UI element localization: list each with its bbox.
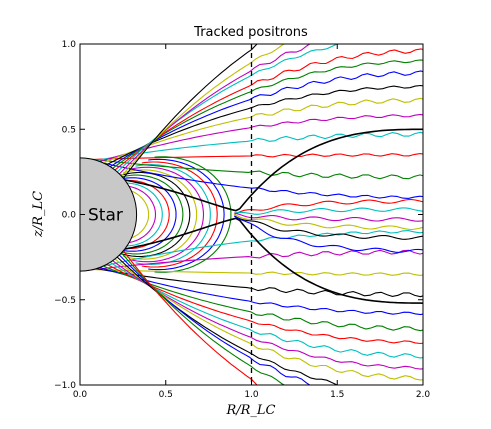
open-field-line bbox=[99, 113, 423, 163]
current-sheet-line bbox=[234, 212, 423, 222]
open-field-line bbox=[120, 44, 286, 177]
x-tick-label: 1.0 bbox=[244, 390, 259, 400]
current-sheet-line bbox=[234, 215, 423, 240]
closed-field-line bbox=[122, 169, 198, 260]
chart-title: Tracked positrons bbox=[193, 25, 308, 40]
open-field-line bbox=[106, 263, 423, 345]
y-tick-label: −0.5 bbox=[54, 296, 76, 306]
x-tick-label: 0.0 bbox=[73, 390, 88, 400]
open-field-line bbox=[122, 250, 259, 385]
open-field-line bbox=[120, 252, 286, 385]
separatrix-line bbox=[124, 217, 423, 304]
current-sheet-line bbox=[234, 213, 423, 231]
open-field-line bbox=[118, 44, 311, 175]
separatrix-line bbox=[124, 128, 423, 212]
star-disc bbox=[80, 157, 138, 272]
closed-field-line bbox=[110, 174, 184, 255]
open-field-line bbox=[99, 266, 423, 316]
open-field-line bbox=[114, 48, 423, 171]
open-field-line bbox=[102, 97, 423, 164]
open-field-line bbox=[102, 265, 423, 332]
open-field-line bbox=[91, 268, 423, 276]
open-field-line bbox=[87, 158, 423, 180]
current-sheet-line bbox=[234, 199, 423, 215]
open-field-line bbox=[118, 254, 311, 385]
open-field-line bbox=[122, 44, 259, 179]
closed-field-line bbox=[141, 161, 218, 268]
open-field-line bbox=[109, 70, 423, 168]
open-field-line bbox=[87, 249, 423, 271]
y-tick-label: 1.0 bbox=[62, 40, 77, 50]
y-axis: −1.0 −0.5 0.0 0.5 1.0 bbox=[54, 40, 423, 391]
x-tick-label: 0.5 bbox=[159, 390, 173, 400]
open-field-line bbox=[95, 131, 423, 161]
x-tick-label: 2.0 bbox=[416, 390, 431, 400]
closed-field-line bbox=[105, 177, 177, 252]
current-sheet-line bbox=[234, 207, 423, 215]
open-field-line bbox=[112, 260, 423, 370]
closed-field-line bbox=[154, 156, 232, 273]
y-tick-label: 0.5 bbox=[62, 125, 76, 135]
open-field-line bbox=[95, 268, 423, 298]
y-tick-label: 0.0 bbox=[62, 211, 77, 221]
open-field-line bbox=[114, 258, 423, 381]
open-field-line bbox=[91, 153, 423, 161]
open-field-line bbox=[112, 59, 423, 169]
closed-field-line bbox=[129, 166, 205, 263]
open-field-line bbox=[109, 261, 423, 359]
field-lines bbox=[83, 44, 423, 385]
y-tick-label: −1.0 bbox=[54, 381, 76, 391]
x-axis-label: R/R_LC bbox=[225, 403, 275, 418]
open-field-line bbox=[106, 84, 423, 166]
closed-field-line bbox=[148, 158, 225, 271]
star-label: Star bbox=[88, 206, 123, 226]
x-axis: 0.0 0.5 1.0 1.5 2.0 bbox=[73, 44, 431, 400]
y-axis-label: z/R_LC bbox=[31, 191, 46, 238]
x-tick-label: 1.5 bbox=[330, 390, 344, 400]
star bbox=[80, 157, 138, 272]
current-sheet-line bbox=[234, 215, 423, 253]
